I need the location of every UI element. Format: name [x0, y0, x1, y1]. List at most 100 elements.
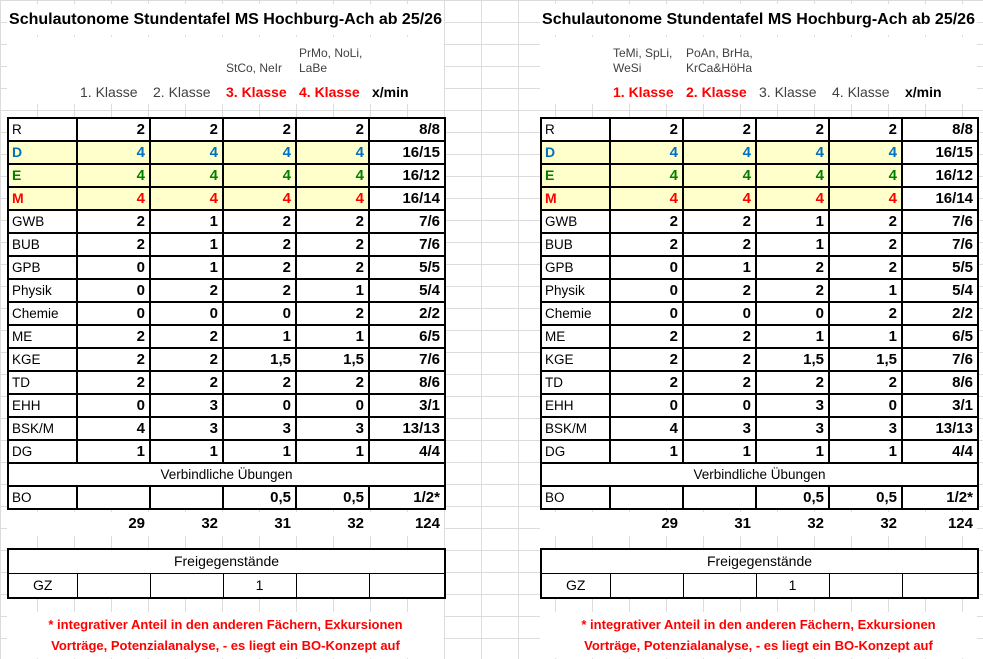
table-row: Chemie 0 0 0 2 2/2	[540, 301, 979, 326]
value-cell: 2	[222, 232, 297, 257]
xmin-cell: 16/15	[368, 140, 446, 165]
value-cell: 4	[755, 163, 830, 188]
value-cell: 0	[76, 255, 151, 280]
value-cell: 2	[609, 324, 684, 349]
xmin-cell: 7/6	[901, 347, 979, 372]
value-cell: 3	[682, 416, 757, 441]
value-cell	[609, 485, 684, 510]
electives-value-cell: 1	[222, 573, 297, 599]
teacher-names-cell	[149, 37, 222, 79]
value-cell: 2	[76, 232, 151, 257]
value-cell: 2	[149, 370, 224, 395]
xmin-cell: 7/6	[368, 209, 446, 234]
value-cell: 4	[755, 140, 830, 165]
subject-cell: D	[7, 140, 78, 165]
column-header: 2. Klasse	[153, 83, 211, 100]
electives-header-row: Freigegenstände	[7, 548, 446, 574]
column-header: 4. Klasse	[832, 83, 890, 100]
totals-cell: 29	[128, 515, 145, 532]
value-cell: 0	[755, 301, 830, 326]
subject-cell: BSK/M	[7, 416, 78, 441]
electives-subject-cell: GZ	[540, 573, 611, 599]
subject-cell: EHH	[7, 393, 78, 418]
table-row: EHH 0 0 3 0 3/1	[540, 393, 979, 418]
value-cell: 1	[149, 232, 224, 257]
totals-cell: 32	[807, 515, 824, 532]
subject-cell: Physik	[540, 278, 611, 303]
column-header: 4. Klasse	[299, 83, 360, 100]
value-cell: 1	[222, 324, 297, 349]
value-cell: 0	[609, 301, 684, 326]
value-cell: 2	[828, 370, 903, 395]
subject-cell: BO	[540, 485, 611, 510]
value-cell: 3	[755, 416, 830, 441]
value-cell: 4	[609, 140, 684, 165]
column-header-block: TeMi, SpLi, WeSi PoAn, BrHa, KrCa&HöHa 1. …	[540, 37, 977, 104]
value-cell: 4	[682, 186, 757, 211]
subject-cell: BO	[7, 485, 78, 510]
value-cell: 2	[76, 370, 151, 395]
subject-cell: EHH	[540, 393, 611, 418]
value-cell: 2	[682, 209, 757, 234]
subject-cell: M	[540, 186, 611, 211]
totals-row: 29 32 31 32 124	[7, 512, 444, 536]
table-row: E 4 4 4 4 16/12	[540, 163, 979, 188]
footnote-line: Vorträge, Potenzialanalyse, - es liegt e…	[51, 638, 400, 653]
electives-value-cell	[368, 573, 446, 599]
footnote-line: * integrativer Anteil in den anderen Fäc…	[581, 617, 936, 632]
value-cell: 3	[149, 416, 224, 441]
xmin-cell: 8/6	[368, 370, 446, 395]
xmin-cell: 8/8	[901, 117, 979, 142]
value-cell: 1	[149, 255, 224, 280]
table-row: DG 1 1 1 1 4/4	[540, 439, 979, 464]
table-row: BSK/M 4 3 3 3 13/13	[540, 416, 979, 441]
value-cell: 2	[222, 255, 297, 280]
table-row: D 4 4 4 4 16/15	[7, 140, 446, 165]
totals-cells: 29 32 31 32 124	[7, 512, 444, 536]
totals-cell: 31	[734, 515, 751, 532]
value-cell	[149, 485, 224, 510]
value-cell: 4	[222, 163, 297, 188]
totals-cell: 32	[201, 515, 218, 532]
value-cell: 2	[755, 370, 830, 395]
value-cell: 1	[295, 278, 370, 303]
value-cell: 2	[828, 209, 903, 234]
value-cell: 4	[149, 163, 224, 188]
xmin-cell: 16/12	[368, 163, 446, 188]
value-cell: 0,5	[755, 485, 830, 510]
table-row: D 4 4 4 4 16/15	[540, 140, 979, 165]
xmin-cell: 7/6	[368, 347, 446, 372]
electives-value-cell	[828, 573, 903, 599]
value-cell: 1	[828, 278, 903, 303]
section-row: Verbindliche Übungen	[7, 462, 446, 487]
value-cell: 0	[222, 393, 297, 418]
value-cell: 2	[755, 278, 830, 303]
section-row: Verbindliche Übungen	[540, 462, 979, 487]
value-cell: 4	[76, 416, 151, 441]
value-cell: 4	[295, 163, 370, 188]
xmin-cell: 7/6	[901, 209, 979, 234]
table-row: TD 2 2 2 2 8/6	[540, 370, 979, 395]
value-cell: 2	[609, 209, 684, 234]
subject-cell: ME	[540, 324, 611, 349]
totals-body: 29 32 31 32 124	[7, 512, 444, 536]
subject-cell: R	[540, 117, 611, 142]
value-cell: 0	[149, 301, 224, 326]
subject-table: R 2 2 2 2 8/8 D 4 4 4 4 16/15 E 4 4 4 4 16/12 M 4 4 4 4 16/14 GW…	[540, 117, 979, 510]
teacher-names-cell	[828, 37, 901, 79]
value-cell: 1,5	[222, 347, 297, 372]
column-header	[7, 79, 76, 104]
stundentafel-right: Schulautonome Stundentafel MS Hochburg-A…	[540, 4, 980, 658]
value-cell: 2	[682, 347, 757, 372]
bo-row: BO 0,5 0,5 1/2*	[540, 485, 979, 510]
xmin-cell: 6/5	[368, 324, 446, 349]
value-cell: 4	[682, 140, 757, 165]
column-header: 1. Klasse	[613, 83, 674, 100]
electives-header: Freigegenstände	[7, 548, 446, 574]
footnote: * integrativer Anteil in den anderen Fäc…	[7, 612, 444, 658]
value-cell: 4	[222, 186, 297, 211]
value-cell: 0,5	[828, 485, 903, 510]
value-cell: 0	[76, 278, 151, 303]
xmin-cell: 1/2*	[368, 485, 446, 510]
column-header: 3. Klasse	[226, 83, 287, 100]
